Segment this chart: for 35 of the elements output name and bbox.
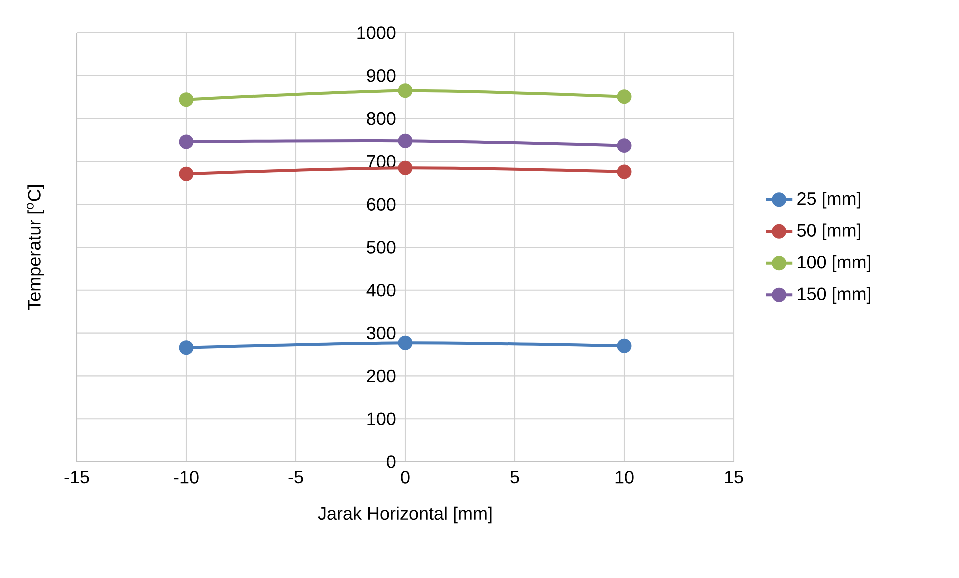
point bbox=[398, 336, 413, 350]
point bbox=[398, 134, 413, 148]
x-tick-label: 5 bbox=[510, 471, 520, 484]
point bbox=[398, 160, 413, 176]
point bbox=[179, 166, 194, 182]
point bbox=[179, 134, 194, 150]
x-tick-label: 0 bbox=[401, 471, 410, 484]
legend-label: 25 [mm] bbox=[798, 192, 860, 209]
y-tick-label: 500 bbox=[367, 241, 396, 254]
y-axis-title: Temperatur [$^{o}$C] bbox=[26, 185, 44, 310]
y-tick-label: 100 bbox=[368, 412, 396, 426]
x-tick-label: -10 bbox=[174, 471, 199, 484]
x-tick-label: 15 bbox=[725, 471, 744, 484]
x-tick-label: -15 bbox=[64, 471, 90, 484]
y-tick-label: 0 bbox=[387, 456, 396, 468]
y-tick-label: 400 bbox=[366, 284, 396, 297]
point bbox=[179, 92, 194, 108]
point bbox=[179, 340, 194, 356]
point bbox=[617, 138, 632, 154]
y-tick-label: 900 bbox=[367, 70, 396, 82]
point bbox=[617, 90, 632, 104]
x-tick-label: 10 bbox=[616, 471, 634, 484]
y-tick-label: 300 bbox=[367, 326, 396, 340]
point bbox=[398, 84, 413, 98]
point bbox=[617, 164, 632, 180]
legend-label: 50 [mm] bbox=[797, 224, 860, 241]
y-tick-label: 200 bbox=[367, 370, 396, 383]
x-tick-label: -5 bbox=[288, 471, 304, 484]
x-axis-title: Jarak Horizontal [mm] bbox=[318, 506, 492, 524]
point bbox=[617, 338, 632, 354]
y-tick-label: 800 bbox=[367, 112, 396, 126]
legend-label: 100 [mm] bbox=[798, 255, 870, 272]
legend-label: 150 [mm] bbox=[798, 287, 870, 304]
y-tick-label: 1000 bbox=[358, 26, 396, 40]
y-tick-label: 600 bbox=[367, 198, 396, 211]
